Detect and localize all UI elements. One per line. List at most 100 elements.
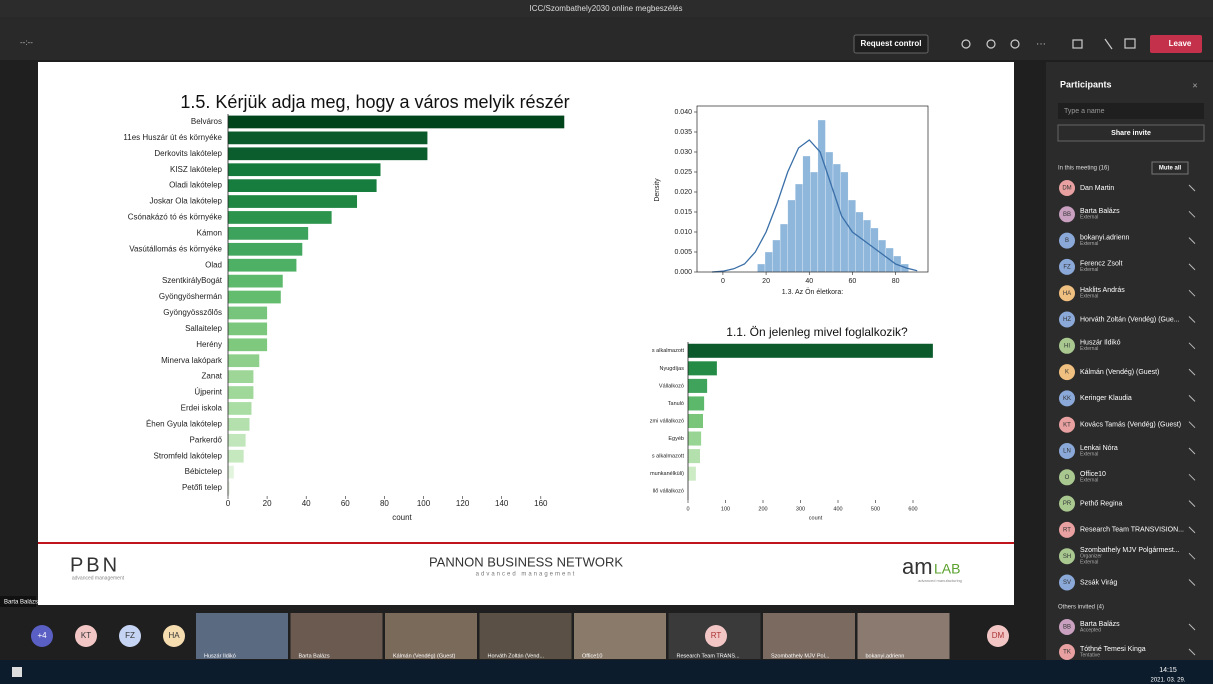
- amlab-lab: LAB: [934, 561, 960, 577]
- histogram-bar: [848, 200, 856, 272]
- y-tick-label: 0.030: [674, 149, 692, 156]
- amlab-am: am: [902, 554, 933, 579]
- bar: [688, 361, 717, 375]
- y-tick-label: 0.020: [674, 189, 692, 196]
- bar: [688, 379, 707, 393]
- histogram-bar: [788, 200, 796, 272]
- video-avatar-initials: RT: [711, 631, 722, 640]
- avatar-initials: SV: [1063, 580, 1071, 586]
- participant-role: External: [1080, 451, 1098, 457]
- category-label: Csónakázó tó és környéke: [128, 213, 223, 222]
- category-label: 11es Huszár út és környéke: [123, 133, 222, 142]
- teams-window: ICC/Szombathely2030 online megbeszélés -…: [0, 0, 1213, 684]
- video-tile[interactable]: [385, 613, 477, 659]
- histogram-bar: [841, 172, 849, 272]
- category-label: SzentkirályBogát: [162, 276, 223, 285]
- category-label: Parkerdő: [190, 435, 223, 444]
- participant-name[interactable]: Pethő Regina: [1080, 500, 1123, 507]
- bar: [228, 418, 250, 431]
- participant-name[interactable]: Szsák Virág: [1080, 579, 1117, 586]
- bar: [228, 179, 377, 192]
- participant-role: External: [1080, 294, 1098, 300]
- avatar-initials: HA: [1063, 291, 1071, 297]
- chart-title: 1.5. Kérjük adja meg, hogy a város melyi…: [180, 92, 569, 112]
- category-label: Derkovits lakótelep: [154, 149, 222, 158]
- video-tile-name: Office10: [582, 653, 602, 659]
- video-tile[interactable]: [480, 613, 572, 659]
- participant-name[interactable]: Keringer Klaudia: [1080, 395, 1132, 402]
- avatar-initials: RT: [1063, 527, 1071, 533]
- participant-role: External: [1080, 560, 1098, 566]
- participant-role: External: [1080, 478, 1098, 484]
- x-tick-label: 200: [758, 506, 767, 512]
- category-label: Éhen Gyula lakótelep: [146, 419, 223, 428]
- video-tile[interactable]: [763, 613, 855, 659]
- y-tick-label: 0.000: [674, 269, 692, 276]
- participant-name[interactable]: Horváth Zoltán (Vendég) (Gue...: [1080, 316, 1180, 323]
- category-label: Minerva lakópark: [161, 356, 223, 365]
- category-label: Erdei iskola: [181, 404, 223, 413]
- category-label: Vállalkozó: [659, 383, 684, 389]
- bar: [228, 243, 302, 256]
- bar: [228, 195, 357, 208]
- category-label: KISZ lakótelep: [170, 165, 223, 174]
- histogram-bar: [773, 240, 781, 272]
- video-tile[interactable]: [858, 613, 950, 659]
- bar: [228, 163, 380, 176]
- clock-date: 2021. 03. 29.: [1150, 678, 1185, 684]
- avatar-initials: BB: [1063, 212, 1071, 218]
- x-tick-label: 160: [534, 499, 548, 508]
- avatar-initials: DM: [1062, 186, 1071, 192]
- window-title: ICC/Szombathely2030 online megbeszélés: [530, 4, 683, 13]
- participant-role: External: [1080, 215, 1098, 221]
- histogram-bar: [833, 164, 841, 272]
- bar: [688, 449, 700, 463]
- mute-all-label: Mute all: [1159, 166, 1182, 172]
- video-avatar-initials: +4: [37, 631, 47, 640]
- histogram-bar: [818, 120, 826, 272]
- category-label: Újperint: [194, 388, 222, 397]
- y-tick-label: 0.040: [674, 109, 692, 116]
- category-label: Vasútállomás és környéke: [129, 244, 222, 253]
- participant-name[interactable]: Dan Martin: [1080, 185, 1114, 192]
- bar: [228, 466, 234, 479]
- bar: [228, 386, 253, 399]
- avatar-initials: BB: [1063, 625, 1071, 631]
- x-axis-label: 1.3. Az Ön életkora:: [782, 288, 844, 296]
- video-tile-name: Huszár Ildikó: [204, 653, 236, 659]
- participant-name[interactable]: Kálmán (Vendég) (Guest): [1080, 369, 1159, 376]
- video-tile[interactable]: [291, 613, 383, 659]
- video-tile[interactable]: [574, 613, 666, 659]
- bar: [228, 116, 564, 129]
- presenter-label: Barta Balázs: [4, 600, 38, 606]
- video-tile[interactable]: [196, 613, 288, 659]
- close-panel[interactable]: ×: [1192, 80, 1197, 90]
- category-label: llő vállalkozó: [653, 489, 684, 495]
- category-label: Stromfeld lakótelep: [154, 451, 223, 460]
- others-header: Others invited (4): [1058, 605, 1104, 611]
- toolbar: [0, 17, 1213, 60]
- participant-name[interactable]: Kovács Tamás (Vendég) (Guest): [1080, 422, 1181, 429]
- more-icon[interactable]: ···: [1036, 39, 1046, 50]
- category-label: Olad: [205, 260, 222, 269]
- company-name: PANNON BUSINESS NETWORK: [429, 554, 623, 569]
- leave-label: Leave: [1169, 39, 1192, 48]
- video-tile-name: bokanyi.adrienn: [866, 653, 905, 659]
- share-invite-label: Share invite: [1111, 130, 1151, 137]
- avatar-initials: HI: [1064, 343, 1070, 349]
- search-placeholder: Type a name: [1064, 108, 1105, 115]
- x-axis-label: count: [809, 515, 823, 521]
- video-tile-name: Research Team TRANS...: [677, 653, 741, 659]
- bar: [228, 227, 308, 240]
- x-tick-label: 20: [762, 278, 770, 285]
- x-tick-label: 100: [417, 499, 431, 508]
- participant-name[interactable]: Research Team TRANSVISION...: [1080, 527, 1184, 534]
- histogram-bar: [803, 156, 811, 272]
- participants-panel: [1046, 62, 1213, 660]
- in-meeting-header: In this meeting (16): [1058, 166, 1109, 172]
- start-button[interactable]: [12, 667, 22, 677]
- x-tick-label: 80: [892, 278, 900, 285]
- avatar-initials: SH: [1063, 554, 1071, 560]
- panel-title: Participants: [1060, 79, 1112, 89]
- avatar-initials: B: [1065, 238, 1069, 244]
